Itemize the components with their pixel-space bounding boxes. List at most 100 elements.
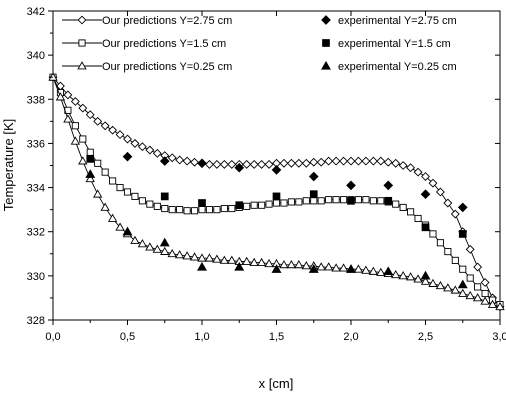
data-point: [383, 180, 394, 191]
data-point: [197, 261, 207, 271]
data-point: [474, 283, 482, 291]
data-point: [205, 206, 214, 214]
data-point: [308, 171, 319, 182]
data-point: [220, 204, 228, 213]
data-point: [116, 184, 124, 192]
data-point: [258, 201, 266, 209]
data-point: [271, 264, 282, 273]
y-axis-label: Temperature [K]: [1, 119, 16, 212]
data-point: [130, 138, 140, 148]
data-point: [392, 200, 400, 208]
data-point: [420, 276, 431, 285]
data-point: [353, 264, 364, 273]
data-point: [160, 192, 169, 201]
legend-entry-0: Our predictions Y=2.75 cm: [62, 15, 232, 27]
data-point: [227, 159, 237, 169]
data-point: [361, 156, 371, 166]
data-point: [435, 280, 446, 290]
data-point: [420, 270, 431, 280]
data-point: [174, 250, 185, 259]
data-point: [100, 202, 110, 211]
data-point: [398, 161, 408, 170]
data-point: [450, 285, 460, 294]
data-point: [249, 257, 259, 266]
x-tick-label: 1,0: [194, 331, 209, 343]
legend-label: Our predictions Y=0.25 cm: [102, 61, 232, 73]
data-point: [458, 230, 467, 238]
series-4: [86, 155, 467, 238]
data-point: [279, 158, 289, 168]
legend-marker: [322, 39, 330, 47]
data-point: [376, 156, 386, 166]
data-point: [472, 293, 483, 302]
data-point: [243, 202, 251, 210]
data-point: [309, 190, 318, 199]
data-point: [85, 110, 95, 120]
legend-marker: [77, 61, 87, 70]
data-point: [473, 262, 483, 272]
data-point: [264, 258, 274, 268]
data-point: [250, 201, 258, 209]
data-point: [198, 206, 206, 214]
data-point: [131, 192, 139, 200]
data-point: [123, 134, 132, 144]
data-point: [331, 263, 341, 272]
data-point: [70, 97, 80, 106]
data-point: [146, 200, 154, 208]
legend-entry-5: experimental Y=0.25 cm: [321, 60, 457, 73]
data-point: [145, 242, 155, 251]
data-point: [308, 264, 319, 273]
data-point: [160, 246, 170, 255]
data-point: [152, 148, 162, 158]
data-point: [428, 178, 438, 188]
data-point: [122, 226, 133, 236]
data-point: [294, 158, 304, 168]
data-point: [137, 142, 147, 152]
data-point: [167, 248, 177, 258]
data-point: [466, 274, 474, 282]
data-point: [421, 223, 430, 232]
data-point: [197, 253, 207, 262]
data-point: [190, 157, 199, 167]
data-point: [354, 156, 363, 166]
data-point: [264, 159, 274, 169]
legend-marker: [321, 60, 331, 70]
data-point: [242, 159, 252, 169]
data-point: [368, 266, 379, 275]
data-point: [280, 199, 288, 207]
data-point: [457, 279, 468, 289]
data-point: [108, 125, 118, 135]
data-point: [435, 187, 445, 197]
data-point: [301, 158, 311, 168]
data-point: [301, 261, 311, 270]
data-point: [481, 289, 489, 298]
data-point: [204, 253, 215, 262]
y-tick-label: 332: [27, 227, 45, 239]
data-point: [100, 121, 110, 131]
data-point: [323, 262, 334, 271]
data-point: [331, 156, 341, 166]
x-tick-label: 0,0: [45, 331, 60, 343]
data-point: [219, 255, 230, 264]
data-point: [383, 266, 394, 276]
data-point: [212, 254, 222, 263]
x-tick-label: 2,5: [418, 331, 433, 343]
data-point: [369, 197, 377, 205]
data-point: [101, 168, 109, 176]
data-point: [234, 162, 245, 173]
data-point: [495, 301, 505, 311]
data-point: [487, 299, 498, 308]
x-tick-label: 0,5: [120, 331, 135, 343]
data-point: [420, 189, 431, 200]
data-point: [122, 151, 133, 162]
data-point: [302, 197, 310, 205]
legend-label: experimental Y=1.5 cm: [338, 38, 451, 50]
data-point: [212, 159, 222, 169]
data-point: [436, 239, 444, 247]
data-point: [137, 239, 148, 248]
data-point: [272, 199, 281, 207]
data-point: [286, 260, 297, 269]
data-point: [459, 265, 467, 273]
data-point: [153, 202, 161, 210]
data-point: [451, 256, 459, 264]
